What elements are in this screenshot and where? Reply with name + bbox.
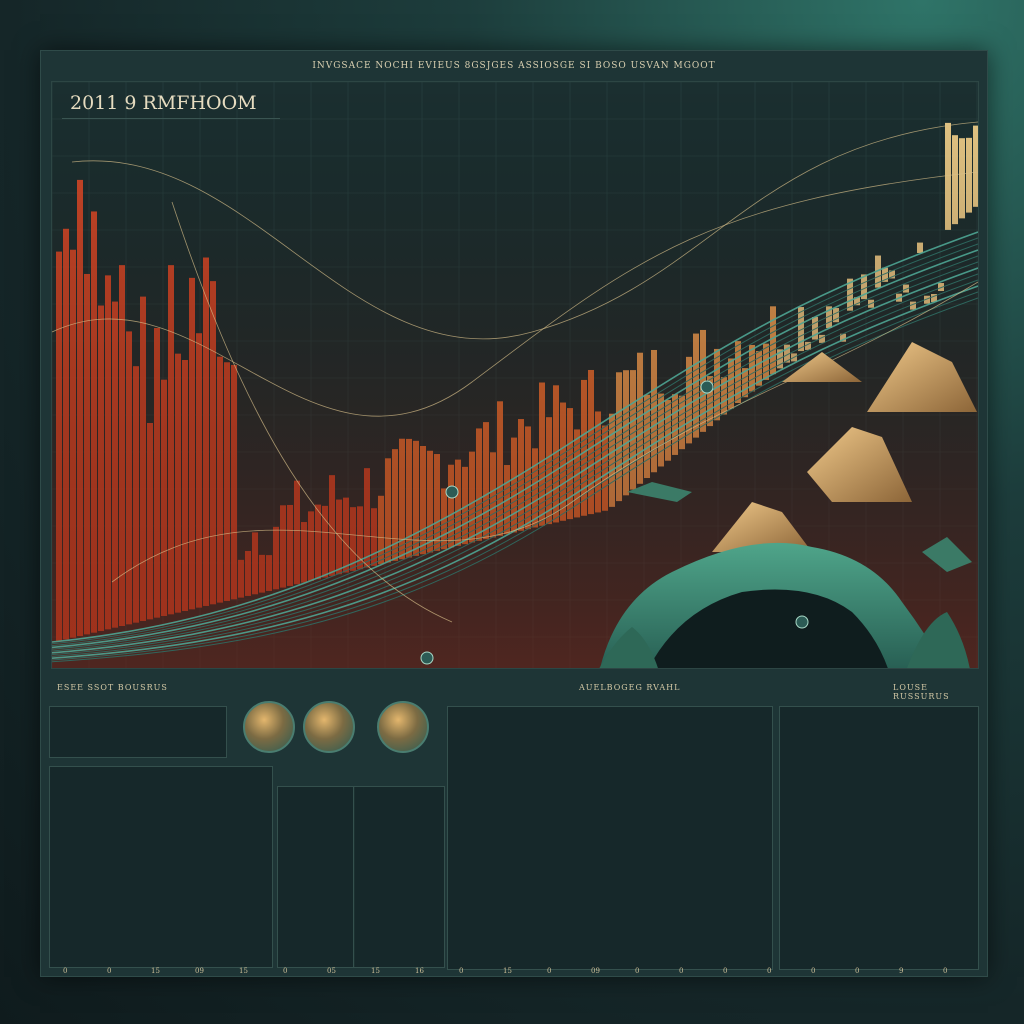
main-chart-area: 2011 9 RMFHOOM bbox=[51, 81, 979, 669]
river-line bbox=[52, 255, 978, 650]
footer-tick: 0 bbox=[679, 967, 684, 975]
section-label-left: ESEE SSOT BOUSRUS bbox=[57, 683, 168, 692]
river-line bbox=[52, 243, 978, 647]
marker-dot bbox=[445, 485, 459, 499]
footer-tick: 16 bbox=[415, 967, 424, 975]
footer-tick: 0 bbox=[283, 967, 288, 975]
river-line bbox=[52, 297, 978, 663]
marker-dot bbox=[700, 380, 714, 394]
river-line bbox=[52, 249, 978, 649]
footer-tick: 0 bbox=[107, 967, 112, 975]
island-arch-opening bbox=[648, 589, 888, 668]
marker-dot bbox=[420, 651, 434, 665]
section-label-right: LOUSE RUSSURUS bbox=[893, 683, 950, 701]
footer-tick: 15 bbox=[371, 967, 380, 975]
footer-tick: 0 bbox=[723, 967, 728, 975]
footer-tick: 9 bbox=[899, 967, 904, 975]
data-table-right bbox=[779, 706, 979, 970]
footer-tick: 09 bbox=[591, 967, 600, 975]
river-line bbox=[52, 267, 978, 654]
footer-tick: 0 bbox=[459, 967, 464, 975]
footer-tick: 0 bbox=[63, 967, 68, 975]
thin-curve bbox=[71, 121, 978, 340]
river-line bbox=[52, 273, 978, 656]
marker-dot bbox=[795, 615, 809, 629]
footer-tick: 15 bbox=[151, 967, 160, 975]
footer-tick: 05 bbox=[327, 967, 336, 975]
river-line bbox=[52, 237, 978, 645]
chart-graphic bbox=[52, 82, 978, 668]
footer-tick: 15 bbox=[503, 967, 512, 975]
mountain-1 bbox=[782, 352, 862, 382]
small-island-2 bbox=[627, 482, 692, 502]
mountain-2 bbox=[867, 342, 977, 412]
stats-box-top-left bbox=[49, 706, 227, 758]
river-line bbox=[52, 285, 978, 659]
thin-curve bbox=[171, 201, 453, 623]
dashboard-panel: INVGSACE NOCHI EVIEUS 8GSJGES ASSIOSGE S… bbox=[40, 50, 988, 977]
arch-island bbox=[599, 542, 970, 668]
footer-tick: 15 bbox=[239, 967, 248, 975]
river-line bbox=[52, 279, 978, 657]
thumb-bridge-icon[interactable] bbox=[303, 701, 355, 753]
thin-curve bbox=[52, 171, 978, 417]
chart-box-small-2 bbox=[353, 786, 445, 968]
mountain-3 bbox=[807, 427, 912, 502]
map-markers bbox=[420, 380, 809, 665]
thumb-landscape-icon[interactable] bbox=[243, 701, 295, 753]
footer-tick: 0 bbox=[635, 967, 640, 975]
mountain-group bbox=[627, 342, 977, 572]
stats-box-lower-left bbox=[49, 766, 273, 968]
island-left-foot bbox=[599, 627, 658, 668]
small-island-1 bbox=[922, 537, 972, 572]
data-table-center bbox=[447, 706, 773, 970]
footer-tick: 0 bbox=[811, 967, 816, 975]
footer-tick: 0 bbox=[767, 967, 772, 975]
footer-tick: 0 bbox=[547, 967, 552, 975]
panel-header: INVGSACE NOCHI EVIEUS 8GSJGES ASSIOSGE S… bbox=[312, 61, 716, 71]
footer-tick: 0 bbox=[943, 967, 948, 975]
river-line bbox=[52, 261, 978, 652]
mountain-4 bbox=[712, 502, 812, 552]
footer-tick: 09 bbox=[195, 967, 204, 975]
thumb-island-icon[interactable] bbox=[377, 701, 429, 753]
river-line bbox=[52, 231, 978, 643]
footer-tick: 0 bbox=[855, 967, 860, 975]
section-label-center: AUELBOGEG RVAHL bbox=[579, 683, 681, 692]
island-right-foot bbox=[907, 612, 970, 668]
plot-title: 2011 9 RMFHOOM bbox=[62, 88, 280, 119]
chart-box-small-1 bbox=[277, 786, 355, 968]
